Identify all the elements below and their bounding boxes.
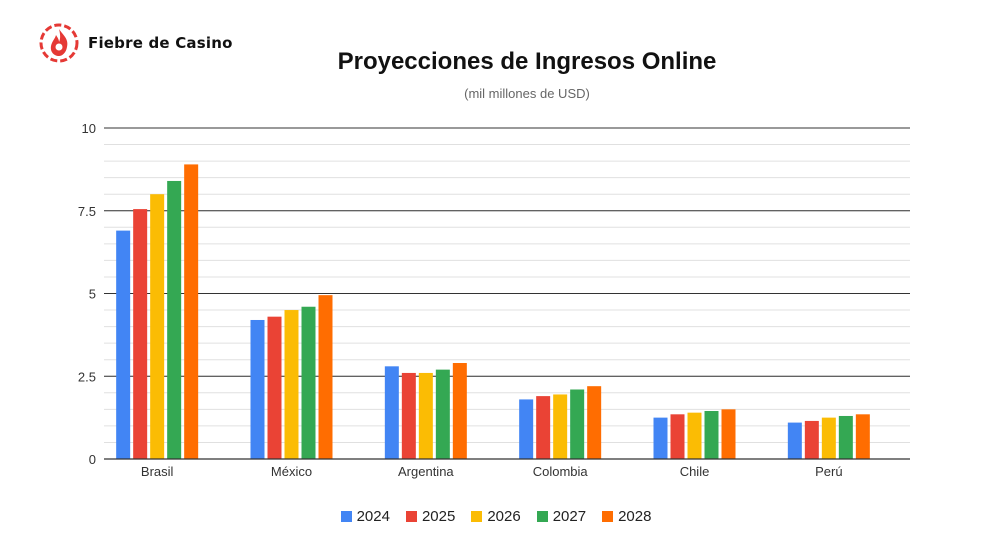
legend-swatch — [471, 511, 483, 522]
legend-swatch — [602, 511, 614, 522]
x-tick-label: Chile — [680, 464, 710, 479]
bar-2028 — [452, 363, 467, 459]
legend-item: 2028 — [602, 508, 651, 525]
bar-2025 — [267, 316, 282, 459]
x-tick-label: Perú — [815, 464, 842, 479]
bar-2025 — [536, 396, 551, 459]
bar-2026 — [687, 412, 702, 459]
flame-icon — [39, 23, 79, 63]
legend-label: 2027 — [552, 508, 587, 525]
bar-2026 — [284, 310, 299, 459]
bar-2026 — [553, 394, 568, 459]
legend-item: 2027 — [536, 508, 587, 525]
bar-2027 — [301, 306, 316, 459]
bar-2025 — [401, 372, 416, 459]
bar-2025 — [670, 414, 685, 459]
bar-2026 — [418, 372, 433, 459]
bar-2025 — [804, 420, 819, 459]
bar-2024 — [519, 399, 534, 459]
bar-2025 — [133, 209, 148, 459]
y-tick-label: 0 — [89, 452, 96, 467]
legend-label: 2025 — [421, 508, 456, 525]
bar-2028 — [184, 164, 199, 459]
legend-swatch — [536, 511, 548, 522]
bar-2027 — [838, 415, 853, 459]
x-tick-label: Colombia — [533, 464, 589, 479]
legend-item: 2026 — [471, 508, 521, 525]
chart-subtitle: (mil millones de USD) — [464, 86, 590, 101]
chart-legend: 2024 2025 2026 2027 2028 — [0, 508, 992, 525]
y-tick-label: 10 — [82, 121, 96, 136]
x-tick-label: Argentina — [398, 464, 454, 479]
brand-logo: Fiebre de Casino — [38, 22, 233, 64]
bar-2026 — [150, 194, 165, 459]
bar-2027 — [435, 369, 450, 459]
bar-2028 — [318, 295, 333, 459]
x-tick-label: Brasil — [141, 464, 174, 479]
y-tick-label: 7.5 — [78, 204, 96, 219]
bar-2024 — [653, 417, 668, 459]
bar-2028 — [721, 409, 736, 459]
legend-label: 2028 — [618, 508, 652, 525]
legend-item: 2024 — [340, 508, 390, 525]
bar-2024 — [250, 319, 265, 459]
bar-2027 — [570, 389, 585, 459]
y-tick-label: 2.5 — [78, 369, 96, 384]
bar-2024 — [116, 230, 131, 459]
chart-title: Proyecciones de Ingresos Online — [337, 48, 717, 75]
bar-2026 — [821, 417, 836, 459]
x-tick-label: México — [271, 464, 312, 479]
bar-2027 — [704, 411, 719, 459]
bar-2024 — [384, 366, 399, 459]
bar-2028 — [587, 386, 602, 459]
bar-2027 — [167, 180, 182, 459]
brand-name: Fiebre de Casino — [88, 34, 233, 52]
legend-swatch — [340, 511, 352, 522]
y-tick-label: 5 — [89, 287, 96, 302]
legend-item: 2025 — [405, 508, 456, 525]
legend-swatch — [405, 511, 417, 522]
bar-2028 — [855, 414, 870, 459]
legend-label: 2024 — [356, 508, 390, 525]
bar-2024 — [787, 422, 802, 459]
legend-label: 2026 — [487, 508, 521, 525]
